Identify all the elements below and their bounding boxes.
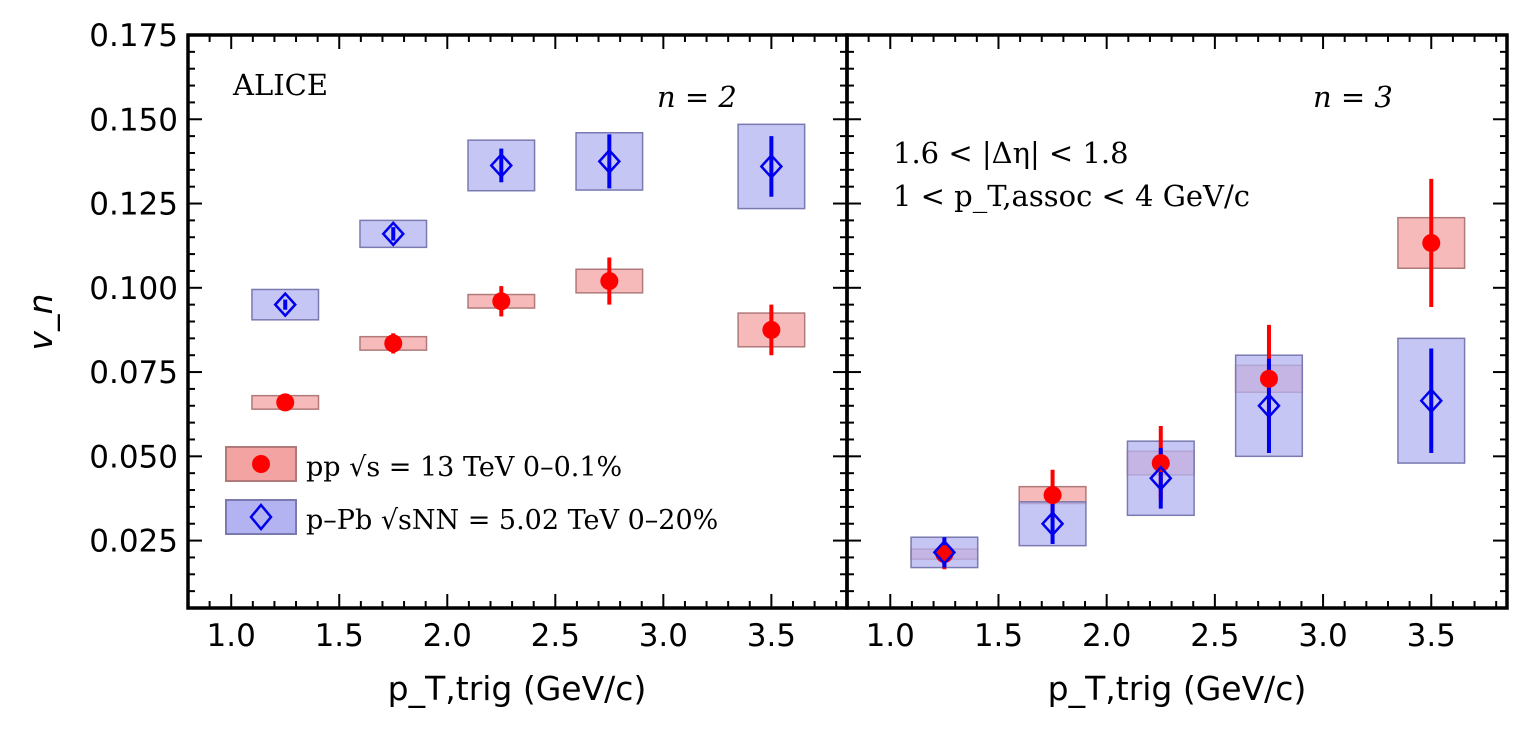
left-xtick-label-4: 3.0	[639, 618, 688, 654]
left-sys-boxes	[251, 123, 806, 410]
left-marker-s1-p0	[273, 291, 297, 318]
left-ytick-label-3: 0.100	[89, 271, 178, 307]
right-marker-s0-p1	[1043, 486, 1062, 505]
alice-label: ALICE	[232, 68, 328, 102]
left-marker-s0-p3	[600, 272, 619, 291]
legend-ppb-marker	[249, 503, 273, 531]
left-marker-s0-p2	[492, 292, 511, 311]
legend-pp-marker	[252, 455, 270, 473]
right-marker-s1-p4	[1419, 387, 1443, 414]
right-xtick-label-5: 3.5	[1407, 618, 1456, 654]
left-marker-s0-p0	[276, 393, 295, 412]
left-ytick-label-5: 0.150	[89, 102, 178, 138]
left-xtick-label-0: 1.0	[207, 618, 256, 654]
y-axis-title: v_n	[21, 294, 60, 351]
left-ytick-label-6: 0.175	[89, 18, 178, 54]
left-x-axis-title: p_T,trig (GeV/c)	[388, 669, 647, 708]
right-marker-s1-p1	[1040, 510, 1065, 537]
left-marker-s0-p4	[762, 320, 781, 339]
left-ytick-label-2: 0.075	[89, 355, 178, 391]
panel-right: 1.0 1.5 2.0 2.5 3.0 3.5 n = 3 1.6 < |Δη| < 1.…	[845, 33, 1509, 708]
left-ytick-label-1: 0.050	[89, 439, 178, 475]
left-marker-s1-p3	[597, 148, 622, 175]
assoc-pt-label: 1 < p_T,assoc < 4 GeV/c	[893, 179, 1250, 214]
right-xtick-label-4: 3.0	[1298, 618, 1347, 654]
panel-left: 1.0 1.5 2.0 2.5 3.0 3.5 0.025 0.050 0.075 0.100 0.…	[21, 18, 849, 708]
right-harmonic-label: n = 3	[1313, 80, 1393, 114]
left-ticks: 1.0 1.5 2.0 2.5 3.0 3.5 0.025 0.050 0.075 0.100 0.…	[89, 18, 847, 654]
legend-ppb-label: p–Pb √sNN = 5.02 TeV 0–20%	[306, 505, 718, 536]
left-marker-s0-p1	[384, 334, 403, 353]
legend: pp √s = 13 TeV 0–0.1% p–Pb √sNN = 5.02 T…	[225, 446, 718, 536]
right-plot-frame	[845, 33, 1509, 610]
right-xtick-label-0: 1.0	[866, 618, 915, 654]
left-sys-box-s1-p1	[359, 219, 428, 249]
left-ytick-label-0: 0.025	[89, 524, 178, 560]
right-marker-s0-p4	[1422, 233, 1441, 252]
left-xtick-label-3: 2.5	[531, 618, 580, 654]
legend-pp-label: pp √s = 13 TeV 0–0.1%	[306, 452, 622, 483]
left-harmonic-label: n = 2	[657, 80, 737, 114]
left-ytick-label-4: 0.125	[89, 187, 178, 223]
right-sys-boxes	[910, 216, 1466, 569]
right-marker-s1-p3	[1257, 392, 1281, 419]
right-marker-s1-p2	[1149, 465, 1173, 492]
right-data-markers	[932, 233, 1443, 566]
right-xtick-label-3: 2.5	[1190, 618, 1239, 654]
left-xtick-label-5: 3.5	[747, 618, 796, 654]
right-xtick-label-2: 2.0	[1082, 618, 1131, 654]
right-x-axis-title: p_T,trig (GeV/c)	[1048, 669, 1307, 708]
left-marker-s1-p4	[759, 153, 784, 180]
left-xtick-label-2: 2.0	[423, 618, 472, 654]
right-xtick-label-1: 1.5	[974, 618, 1023, 654]
eta-gap-label: 1.6 < |Δη| < 1.8	[893, 136, 1129, 170]
right-marker-s0-p3	[1259, 369, 1278, 388]
right-marker-s0-p2	[1151, 454, 1170, 473]
y-axis-title-text: v_n	[21, 294, 60, 351]
left-xtick-label-1: 1.5	[315, 618, 364, 654]
left-marker-s1-p2	[489, 152, 513, 179]
left-data-markers	[273, 148, 784, 412]
right-marker-s1-p0	[932, 539, 957, 566]
left-marker-s1-p1	[381, 221, 405, 247]
